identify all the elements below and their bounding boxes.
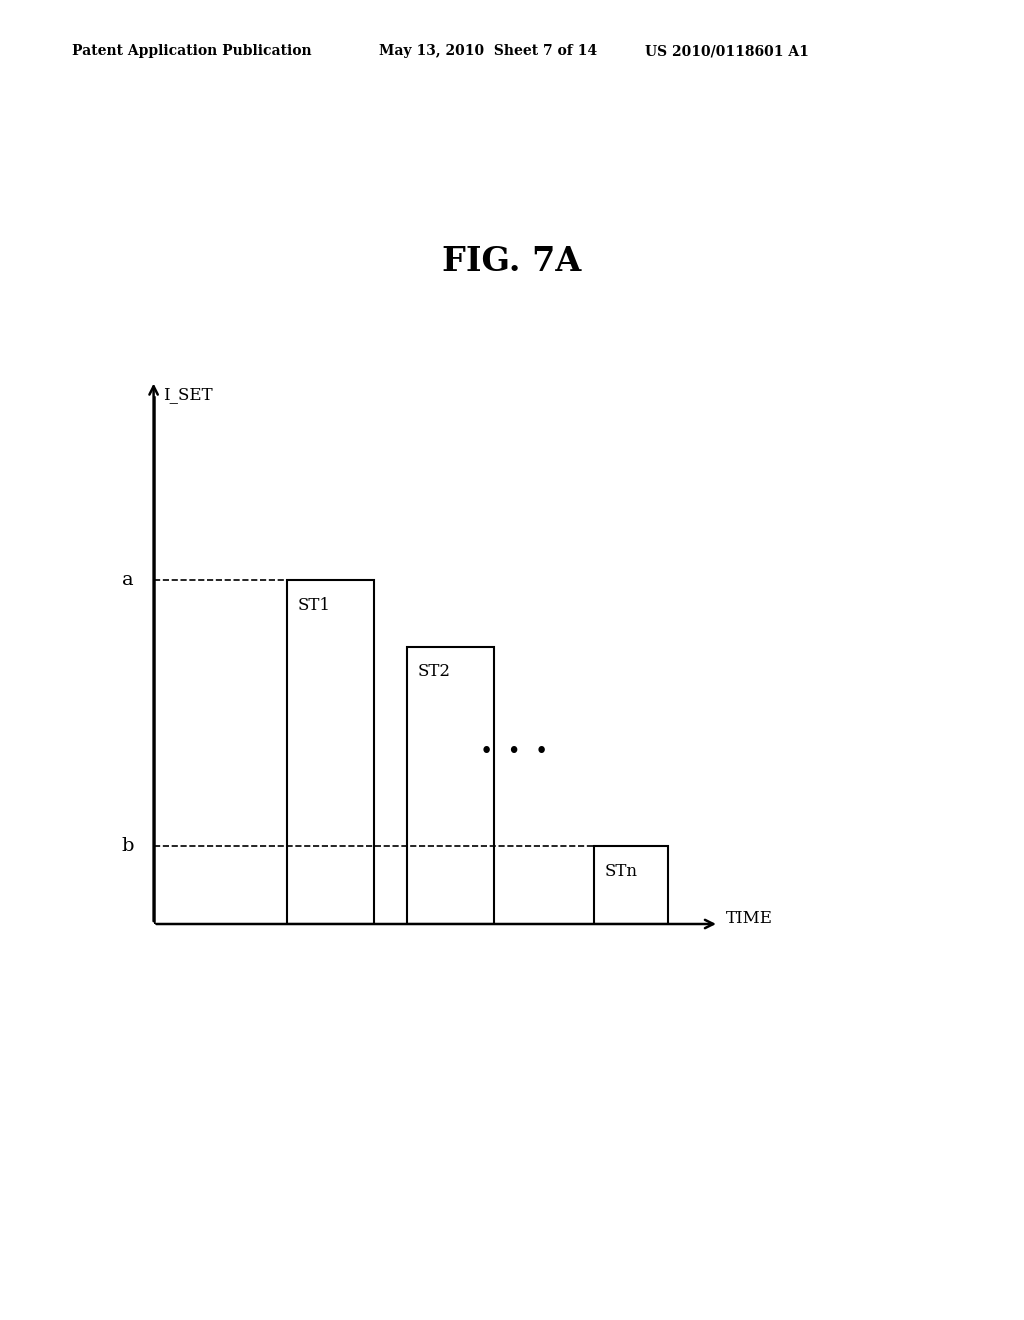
Text: May 13, 2010  Sheet 7 of 14: May 13, 2010 Sheet 7 of 14 [379,45,597,58]
Text: b: b [121,837,133,855]
Text: a: a [122,572,133,589]
Text: Patent Application Publication: Patent Application Publication [72,45,311,58]
Text: STn: STn [605,863,638,880]
Text: •  •  •: • • • [480,741,548,763]
Text: TIME: TIME [726,909,772,927]
Bar [594,846,668,924]
Text: ST2: ST2 [418,664,451,680]
Text: FIG. 7A: FIG. 7A [442,244,582,277]
Text: US 2010/0118601 A1: US 2010/0118601 A1 [645,45,809,58]
Bar [287,581,374,924]
Text: ST1: ST1 [298,597,331,614]
Bar [408,647,495,924]
Text: I_SET: I_SET [163,387,213,403]
